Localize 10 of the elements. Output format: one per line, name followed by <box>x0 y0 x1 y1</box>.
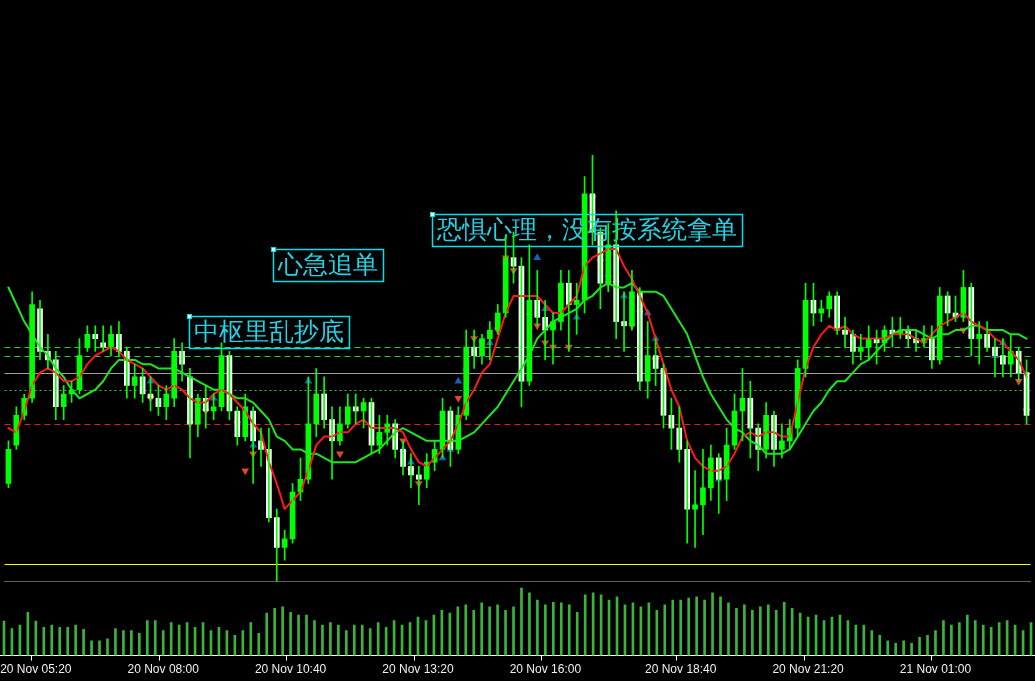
x-tick-label: 20 Nov 16:00 <box>509 662 582 677</box>
x-tick-label: 20 Nov 21:20 <box>772 662 845 677</box>
x-tick-label: 20 Nov 08:00 <box>127 662 200 677</box>
x-tick-label: 20 Nov 10:40 <box>254 662 327 677</box>
x-tick-label: 21 Nov 01:00 <box>899 662 972 677</box>
annotation: 中枢里乱抄底 <box>194 316 344 346</box>
x-tick-label: 20 Nov 05:20 <box>0 662 72 677</box>
annotation: 心急追单 <box>277 249 378 279</box>
x-tick-label: 20 Nov 13:20 <box>382 662 454 677</box>
x-tick-label: 20 Nov 18:40 <box>645 662 717 677</box>
